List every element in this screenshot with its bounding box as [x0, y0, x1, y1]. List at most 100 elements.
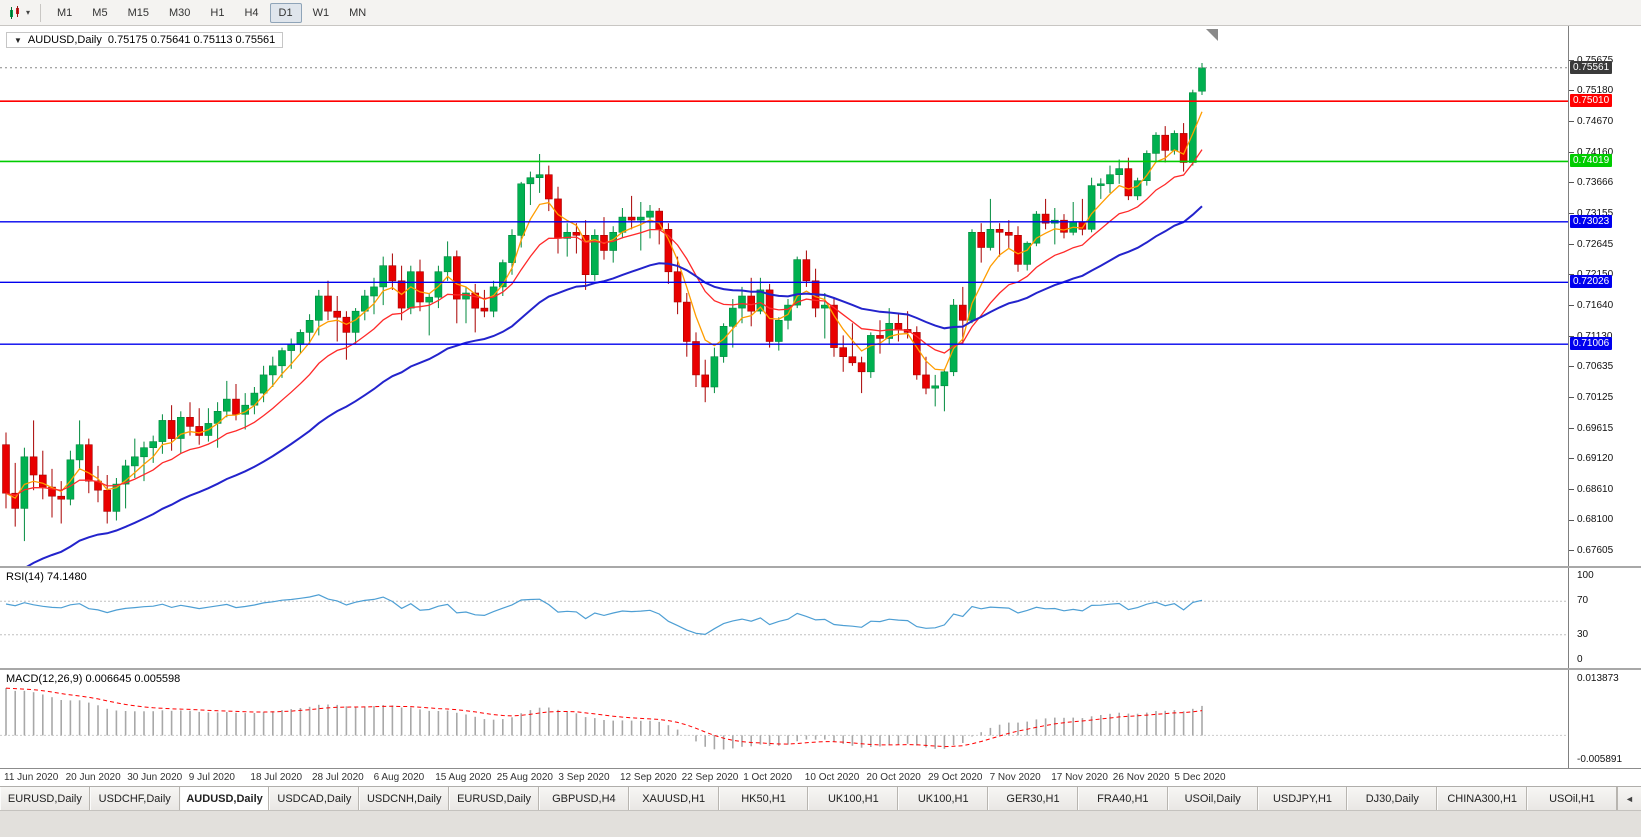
chart-tab-fra40-h1[interactable]: FRA40,H1	[1077, 787, 1168, 810]
chart-tab-usdcad-daily[interactable]: USDCAD,Daily	[269, 787, 360, 810]
one-click-collapse-icon[interactable]: ▼	[14, 35, 22, 45]
date-label: 6 Aug 2020	[373, 772, 425, 783]
chevron-down-icon: ▾	[26, 8, 31, 17]
price-scale-tick	[1569, 550, 1574, 552]
macd-svg[interactable]	[0, 670, 1568, 768]
price-scale-label: 0.74160	[1577, 146, 1614, 158]
price-scale-label: 0.73155	[1577, 207, 1614, 219]
chart-tab-dj30-daily[interactable]: DJ30,Daily	[1347, 787, 1438, 810]
rsi-indicator-label: RSI(14) 74.1480	[6, 571, 87, 583]
chart-tab-uk100-h1[interactable]: UK100,H1	[898, 787, 989, 810]
timeframe-toolbar: ▾ M1 M5 M15 M30 H1 H4 D1 W1 MN	[0, 0, 1641, 26]
toolbar-separator	[40, 3, 42, 22]
date-label: 25 Aug 2020	[496, 772, 553, 783]
price-scale-tick	[1569, 519, 1574, 521]
price-scale-tick	[1569, 90, 1574, 92]
price-scale[interactable]: 0.75675 0.75180 0.74670 0.74160 0.73666 0.731…	[1568, 26, 1641, 768]
timeframe-button-m30[interactable]: M30	[168, 6, 191, 19]
chart-cursor-icon	[10, 5, 19, 19]
chart-tab-usoil-h1[interactable]: USOil,H1	[1527, 787, 1617, 810]
price-scale-label: 0.72645	[1577, 238, 1614, 250]
price-scale-label: 0.68610	[1577, 483, 1614, 495]
macd-scale-label: 0.013873	[1577, 672, 1619, 684]
chart-tab-usdchf-daily[interactable]: USDCHF,Daily	[89, 787, 180, 810]
timeframe-button-h1[interactable]: H1	[210, 6, 225, 19]
macd-indicator-label: MACD(12,26,9) 0.006645 0.005598	[6, 673, 181, 685]
hline-price-badge: 0.74019	[1570, 154, 1613, 168]
chart-tab-audusd-daily[interactable]: AUDUSD,Daily	[179, 787, 270, 810]
timeframe-group: M1 M5 M15 M30 H1 H4 D1 W1 MN	[47, 2, 376, 23]
date-label: 22 Sep 2020	[681, 772, 739, 783]
chart-tab-gbpusd-h4[interactable]: GBPUSD,H4	[538, 787, 629, 810]
rsi-scale-label: 30	[1577, 628, 1589, 640]
rsi-scale-label: 100	[1577, 570, 1594, 581]
chart-tab-usoil-daily[interactable]: USOil,Daily	[1167, 787, 1258, 810]
timeframe-button-mn[interactable]: MN	[349, 6, 367, 19]
date-label: 1 Oct 2020	[743, 772, 793, 783]
date-label: 11 Jun 2020	[4, 772, 59, 783]
chart-tab-eurusd-daily[interactable]: EURUSD,Daily	[0, 787, 90, 810]
date-label: 9 Jul 2020	[188, 772, 235, 783]
chart-title: ▼ AUDUSD,Daily 0.75175 0.75641 0.75113 0…	[6, 32, 284, 48]
date-label: 17 Nov 2020	[1051, 772, 1108, 783]
price-scale-tick	[1569, 121, 1574, 123]
date-label: 20 Jun 2020	[65, 772, 121, 783]
chart-region: ▼ AUDUSD,Daily 0.75175 0.75641 0.75113 0…	[0, 26, 1641, 786]
chart-tab-hk50-h1[interactable]: HK50,H1	[718, 787, 809, 810]
status-strip	[0, 810, 1641, 837]
hline-price-badge: 0.75010	[1570, 94, 1613, 108]
date-label: 18 Jul 2020	[250, 772, 303, 783]
price-scale-tick	[1569, 397, 1574, 399]
chart-tab-eurusd-daily[interactable]: EURUSD,Daily	[449, 787, 539, 810]
price-scale-label: 0.71130	[1577, 330, 1613, 342]
price-scale-tick	[1569, 366, 1574, 368]
price-scale-label: 0.70125	[1577, 391, 1614, 403]
date-label: 15 Aug 2020	[435, 772, 492, 783]
chart-tab-uk100-h1[interactable]: UK100,H1	[808, 787, 899, 810]
chart-cursor-tool-button[interactable]: ▾	[4, 4, 34, 22]
price-scale-tick	[1569, 213, 1574, 215]
price-scale-tick	[1569, 489, 1574, 491]
chart-tab-ger30-h1[interactable]: GER30,H1	[988, 787, 1078, 810]
price-scale-tick	[1569, 336, 1574, 338]
chart-tab-china300-h1[interactable]: CHINA300,H1	[1437, 787, 1528, 810]
price-scale-label: 0.70635	[1577, 360, 1614, 372]
date-label: 28 Jul 2020	[312, 772, 364, 783]
chart-symbol-label: AUDUSD,Daily	[27, 34, 102, 46]
pane-splitter-rsi[interactable]	[0, 566, 1641, 568]
date-label: 30 Jun 2020	[127, 772, 183, 783]
date-label: 7 Nov 2020	[989, 772, 1041, 783]
price-scale-tick	[1569, 182, 1574, 184]
rsi-scale-label: 0	[1577, 654, 1583, 665]
date-axis[interactable]: 11 Jun 2020 20 Jun 2020 30 Jun 2020 9 Jul 2…	[0, 768, 1641, 786]
price-scale-tick	[1569, 458, 1574, 460]
date-label: 5 Dec 2020	[1174, 772, 1226, 783]
main-chart-svg[interactable]	[0, 26, 1568, 566]
timeframe-button-d1[interactable]: D1	[269, 2, 302, 23]
price-scale-label: 0.67605	[1577, 544, 1614, 556]
date-label: 26 Nov 2020	[1112, 772, 1170, 783]
tab-scroll-left-button[interactable]: ◄	[1616, 787, 1641, 810]
hline-price-badge: 0.73023	[1570, 214, 1613, 228]
timeframe-button-h4[interactable]: H4	[244, 6, 259, 19]
price-scale-label: 0.73666	[1577, 176, 1614, 188]
timeframe-button-m1[interactable]: M1	[57, 6, 73, 19]
chart-shift-marker	[1206, 29, 1218, 41]
macd-scale-label: -0.005891	[1577, 753, 1623, 765]
rsi-svg[interactable]	[0, 568, 1568, 668]
price-scale-label: 0.71640	[1577, 299, 1614, 311]
timeframe-button-m5[interactable]: M5	[92, 6, 108, 19]
price-scale-tick	[1569, 274, 1574, 276]
chart-tab-xauusd-h1[interactable]: XAUUSD,H1	[628, 787, 719, 810]
pane-splitter-macd[interactable]	[0, 668, 1641, 670]
date-label: 10 Oct 2020	[804, 772, 860, 783]
chart-tab-usdjpy-h1[interactable]: USDJPY,H1	[1257, 787, 1348, 810]
timeframe-button-m15[interactable]: M15	[127, 6, 149, 19]
chart-tabs: EURUSD,Daily USDCHF,Daily AUDUSD,Daily USDC…	[0, 786, 1641, 810]
price-scale-label: 0.74670	[1577, 115, 1614, 127]
price-scale-tick	[1569, 152, 1574, 154]
price-scale-tick	[1569, 244, 1574, 246]
timeframe-button-w1[interactable]: W1	[312, 6, 330, 19]
chart-tab-usdcnh-daily[interactable]: USDCNH,Daily	[359, 787, 450, 810]
